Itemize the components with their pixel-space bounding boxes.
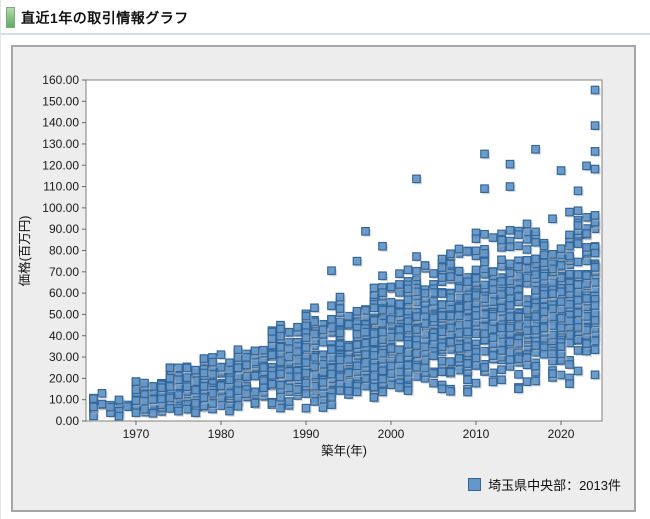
svg-text:2020: 2020 <box>548 427 575 441</box>
header-accent-bar <box>6 7 15 28</box>
svg-text:10.00: 10.00 <box>49 393 79 407</box>
scatter-chart: 160.00 150.00 140.00 130.00 120.00 110.00 100.… <box>17 73 603 458</box>
svg-text:70.00: 70.00 <box>49 265 79 279</box>
svg-text:60.00: 60.00 <box>49 286 79 300</box>
y-axis-title: 価格(百万円) <box>17 216 32 287</box>
svg-text:80.00: 80.00 <box>49 244 79 258</box>
legend-label: 埼玉県中央部：2013件 <box>488 478 621 493</box>
x-axis-title: 築年(年) <box>321 443 367 458</box>
section-header: 直近1年の取引情報グラフ <box>1 0 650 30</box>
svg-text:30.00: 30.00 <box>49 350 79 364</box>
page-title: 直近1年の取引情報グラフ <box>21 9 189 26</box>
plot-layer: 160.00 150.00 140.00 130.00 120.00 110.00 100.… <box>42 73 603 441</box>
svg-text:1970: 1970 <box>123 427 150 441</box>
svg-text:50.00: 50.00 <box>49 307 79 321</box>
svg-text:90.00: 90.00 <box>49 222 79 236</box>
svg-text:100.00: 100.00 <box>42 201 79 215</box>
svg-text:40.00: 40.00 <box>49 329 79 343</box>
legend: 埼玉県中央部：2013件 <box>468 475 621 494</box>
header-divider <box>1 33 650 35</box>
chart-panel: 160.00 150.00 140.00 130.00 120.00 110.00 100.… <box>11 45 636 512</box>
svg-text:160.00: 160.00 <box>42 73 79 87</box>
svg-text:2000: 2000 <box>378 427 405 441</box>
svg-text:150.00: 150.00 <box>42 94 79 108</box>
legend-marker-swatch <box>468 478 482 491</box>
svg-text:1990: 1990 <box>293 427 320 441</box>
svg-text:110.00: 110.00 <box>43 180 79 194</box>
svg-text:120.00: 120.00 <box>42 158 79 172</box>
svg-text:2010: 2010 <box>463 427 490 441</box>
svg-text:20.00: 20.00 <box>49 371 79 385</box>
svg-text:0.00: 0.00 <box>56 414 80 428</box>
svg-text:140.00: 140.00 <box>42 116 79 130</box>
svg-text:1980: 1980 <box>208 427 235 441</box>
svg-text:130.00: 130.00 <box>42 137 79 151</box>
